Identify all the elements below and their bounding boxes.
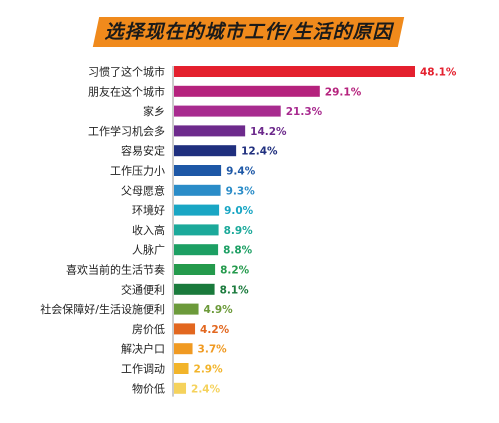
value-label: 8.1% — [220, 284, 250, 296]
category-label: 社会保障好/生活设施便利 — [40, 302, 165, 316]
bar — [174, 244, 219, 256]
category-label: 人脉广 — [132, 243, 165, 257]
bar — [174, 145, 237, 157]
value-label: 8.8% — [223, 245, 253, 257]
category-label: 工作调动 — [121, 363, 165, 376]
bar — [174, 184, 221, 196]
category-label: 喜欢当前的生活节奏 — [66, 263, 165, 277]
bar — [174, 363, 189, 374]
value-label: 14.2% — [250, 126, 287, 138]
category-label: 容易安定 — [121, 144, 165, 158]
value-label: 4.9% — [204, 304, 234, 316]
category-label: 环境好 — [132, 203, 165, 217]
value-label: 9.4% — [226, 166, 256, 178]
value-label: 8.2% — [220, 265, 250, 277]
category-label: 习惯了这个城市 — [88, 65, 165, 79]
bar — [174, 85, 320, 97]
bar — [174, 283, 215, 295]
value-label: 2.4% — [191, 383, 221, 395]
bar — [174, 382, 187, 394]
value-label: 4.2% — [200, 324, 230, 336]
bar — [174, 323, 196, 335]
bar — [174, 66, 415, 77]
bar — [174, 125, 246, 137]
category-label: 朋友在这个城市 — [88, 84, 165, 98]
value-label: 12.4% — [241, 146, 278, 158]
value-label: 2.9% — [194, 364, 224, 376]
chart-title: 选择现在的城市工作/生活的原因 — [104, 21, 393, 43]
value-label: 9.0% — [224, 205, 254, 217]
category-label: 解决户口 — [121, 342, 165, 356]
value-label: 21.3% — [286, 106, 323, 118]
bar — [174, 165, 222, 176]
category-label: 工作压力小 — [110, 165, 165, 178]
category-label: 父母愿意 — [121, 183, 165, 197]
value-label: 9.3% — [226, 185, 256, 197]
category-label: 收入高 — [132, 223, 165, 237]
bar — [174, 204, 220, 216]
value-label: 29.1% — [325, 86, 362, 98]
category-label: 房价低 — [132, 323, 165, 336]
bar — [174, 264, 216, 275]
category-label: 家乡 — [143, 104, 165, 118]
bar — [174, 303, 199, 315]
value-label: 3.7% — [198, 344, 228, 356]
category-label: 物价低 — [132, 381, 165, 395]
category-label: 交通便利 — [121, 282, 165, 296]
bar — [174, 105, 281, 117]
bar — [174, 224, 219, 236]
category-label: 工作学习机会多 — [88, 124, 165, 138]
bar — [174, 343, 193, 355]
value-label: 8.9% — [224, 225, 254, 237]
value-label: 48.1% — [420, 67, 457, 79]
